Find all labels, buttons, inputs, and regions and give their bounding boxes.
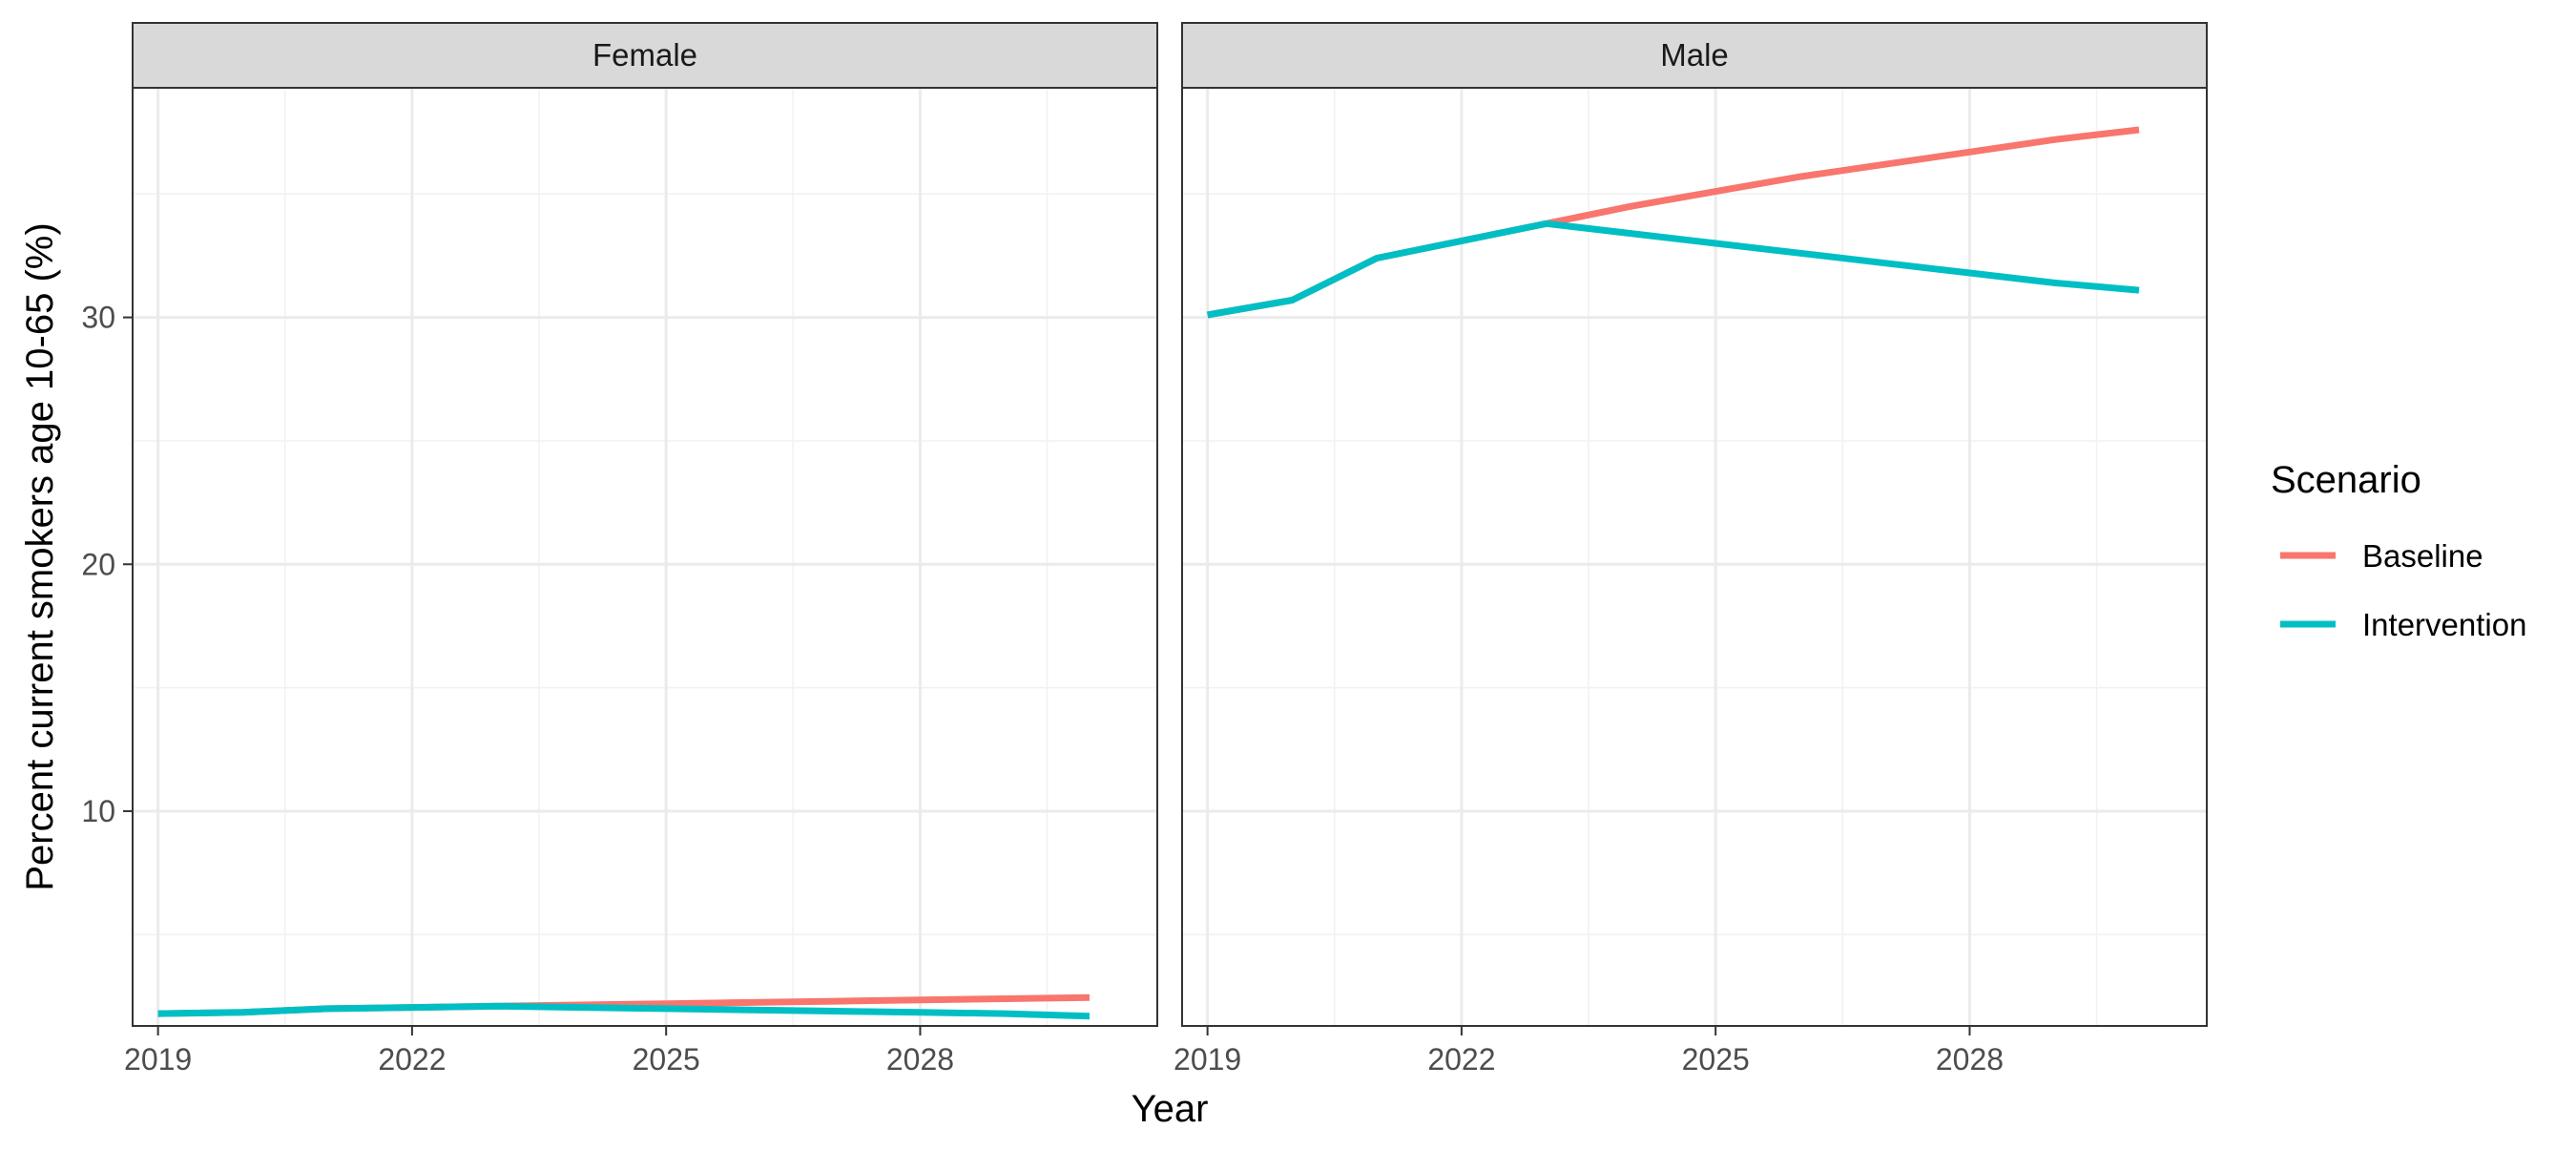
legend-entry-intervention: Intervention [2280, 607, 2526, 642]
x-tick-label: 2022 [378, 1042, 446, 1077]
panel-background [133, 88, 1157, 1026]
facet-strip [132, 22, 1158, 89]
x-tick-label: 2028 [1936, 1042, 2004, 1077]
x-tick-label: 2019 [1174, 1042, 1241, 1077]
panel-male: Male 2019 2022 2025 2028 [1174, 22, 2208, 1077]
legend-entry-baseline-label: Baseline [2362, 538, 2483, 574]
x-tick-label: 2025 [1682, 1042, 1750, 1077]
x-tick-label: 2028 [886, 1042, 954, 1077]
series-line-intervention [157, 1002, 1091, 1020]
x-axis-title: Year [1132, 1088, 1209, 1130]
panel-female: Female 2019 2022 2025 2028 10 20 30 [81, 22, 1158, 1077]
panel-border [132, 87, 1158, 1027]
legend-title: Scenario [2271, 459, 2421, 501]
y-tick-label: 10 [81, 794, 115, 828]
facet-strip [1181, 22, 2208, 89]
x-tick-label: 2025 [633, 1042, 700, 1077]
y-tick-label: 30 [81, 301, 115, 335]
legend: Scenario Baseline Intervention [2271, 459, 2526, 642]
y-tick-label: 20 [81, 547, 115, 581]
legend-entries: Baseline Intervention [2280, 538, 2526, 642]
panels-layer: Female 2019 2022 2025 2028 10 20 30 Male 2019 2022… [81, 22, 2208, 1077]
panel-background [1182, 88, 2207, 1026]
x-tick-label: 2022 [1427, 1042, 1495, 1077]
series-line-intervention [1206, 220, 2140, 319]
legend-entry-baseline: Baseline [2280, 538, 2483, 574]
x-tick-label: 2019 [124, 1042, 192, 1077]
y-axis-title: Percent current smokers age 10-65 (%) [19, 222, 61, 890]
panel-border [1181, 87, 2208, 1027]
facet-strip-label: Female [592, 37, 697, 73]
legend-entry-intervention-label: Intervention [2362, 607, 2526, 642]
facet-strip-label: Male [1660, 37, 1729, 73]
